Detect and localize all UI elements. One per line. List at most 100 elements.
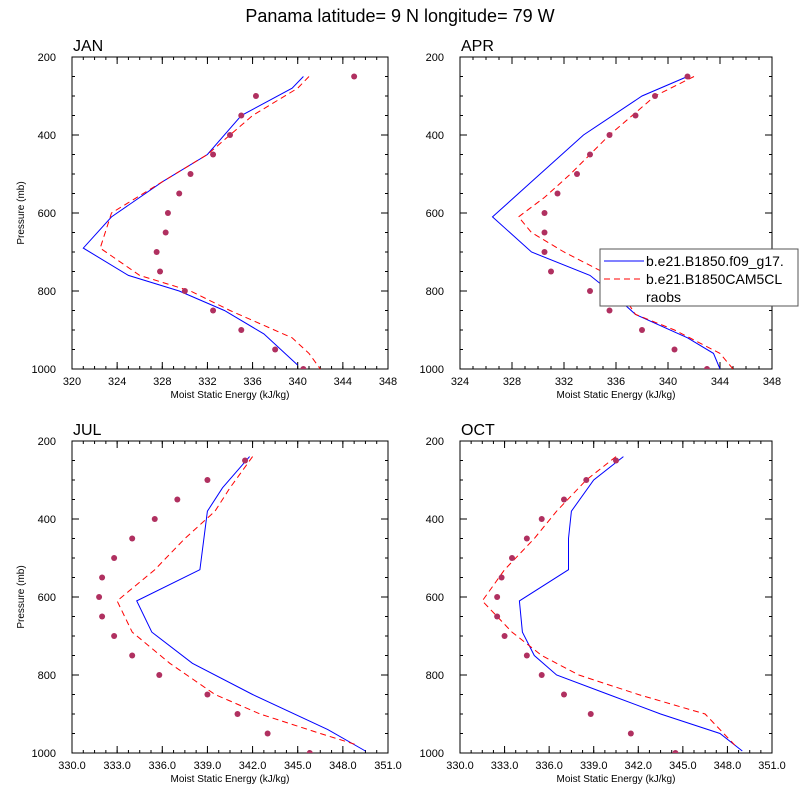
panel-jul-ytick-label: 400	[38, 514, 56, 526]
panel-jul-xtick-label: 345.0	[284, 760, 312, 772]
panel-jul-xtick-label: 351.0	[374, 760, 402, 772]
panel-apr-xtick-label: 328	[503, 376, 521, 388]
panel-apr-model1-line	[491, 76, 721, 369]
panel-jul-raobs-point	[242, 457, 249, 464]
panel-apr-xtick-label: 344	[711, 376, 729, 388]
panel-apr-raobs-point	[684, 73, 691, 80]
panel-jan-xtick-label: 340	[289, 376, 307, 388]
panel-jan-title: JAN	[73, 38, 103, 55]
panel-jul-raobs-point	[129, 535, 136, 542]
panel-jul-ytick-label: 800	[38, 670, 56, 682]
panel-oct-raobs-point	[561, 496, 567, 503]
panel-jul-raobs-point	[129, 652, 136, 659]
panel-jan-ytick-label: 1000	[32, 364, 56, 376]
panel-oct-raobs-point	[494, 613, 501, 620]
panel-oct-raobs-point	[587, 711, 594, 717]
panel-jul-raobs-point	[204, 477, 211, 483]
panel-apr-raobs-point	[574, 171, 580, 177]
panel-apr-xtick-label: 340	[659, 376, 677, 388]
panel-oct-raobs-point	[583, 477, 590, 483]
panel-apr-ytick-label: 600	[426, 208, 444, 220]
panel-jan-raobs-point	[157, 268, 164, 275]
panel-oct: OCT 330.0 333.0 336.0 339.0 342.0 345.0 348.0 35…	[420, 422, 786, 785]
legend: b.e21.B1850.f09_g17. b.e21.B1850CAM5CL rao…	[599, 248, 799, 307]
panel-jul-raobs-point	[151, 516, 158, 522]
panel-jan-raobs-point	[210, 151, 217, 158]
panel-apr-raobs-point	[587, 151, 593, 158]
panel-jul-ylabel: Pressure (mb)	[16, 565, 27, 628]
panel-jan-raobs-point	[187, 171, 194, 177]
panel-oct-xtick-label: 330.0	[446, 760, 474, 772]
panel-oct-ytick-label: 600	[426, 592, 444, 604]
panel-apr-raobs-point	[606, 307, 613, 314]
figure-title: Panama latitude= 9 N longitude= 79 W	[245, 6, 554, 26]
panel-jan-xtick-label: 328	[153, 376, 171, 388]
legend-label: raobs	[646, 289, 681, 305]
panel-jan-raobs-point	[227, 132, 233, 138]
panel-jul-raobs-point	[306, 750, 313, 753]
panel-oct-ytick-label: 400	[426, 514, 444, 526]
panel-jul-ytick-label: 1000	[32, 748, 56, 760]
panel-oct-raobs-point	[627, 730, 634, 737]
panel-jan-xtick-label: 320	[63, 376, 81, 388]
panel-jul-xlabel: Moist Static Energy (kJ/kg)	[171, 774, 290, 785]
panel-apr: APR 324 328 332 336 340 344 348 200 400 600 800 1000…	[420, 38, 782, 401]
panel-jul-raobs-point	[156, 672, 163, 678]
panel-oct-raobs-point	[538, 516, 545, 522]
panel-jan-xtick-label: 332	[198, 376, 216, 388]
panel-oct-xlabel: Moist Static Energy (kJ/kg)	[557, 774, 676, 785]
panel-apr-xtick-label: 348	[763, 376, 781, 388]
panel-jan-xtick-label: 336	[243, 376, 261, 388]
panels-group: JAN 320 324 328 332 336 340 344 348 200 400 600 800 1…	[16, 38, 786, 785]
panel-jan-xlabel: Moist Static Energy (kJ/kg)	[171, 390, 290, 401]
panel-oct-data	[481, 456, 743, 753]
panel-apr-raobs-point	[587, 288, 593, 294]
panel-oct-raobs-point	[501, 633, 508, 639]
panel-oct-raobs-point	[523, 535, 530, 542]
panel-jul-raobs-point	[96, 594, 103, 600]
panel-oct-raobs-point	[498, 574, 505, 581]
panel-apr-raobs-point	[639, 327, 645, 333]
panel-jul-raobs-point	[234, 711, 241, 717]
panel-oct-model1-line	[518, 456, 743, 752]
panel-jan-raobs-point	[252, 93, 259, 99]
panel-jan-model2-line	[99, 76, 321, 369]
panel-apr-raobs-point	[541, 249, 548, 255]
panel-jul-raobs-point	[111, 555, 118, 561]
panel-jul-ytick-label: 600	[38, 592, 56, 604]
panel-jan-raobs-point	[300, 366, 307, 369]
panel-oct-raobs-point	[613, 457, 619, 464]
panel-apr-data	[491, 73, 734, 369]
panel-jan-raobs-point	[162, 229, 169, 236]
panel-oct-xtick-label: 348.0	[714, 760, 742, 772]
panel-oct-xtick-label: 351.0	[758, 760, 786, 772]
panel-jul-xtick-label: 333.0	[103, 760, 131, 772]
panel-jan-ylabel: Pressure (mb)	[16, 181, 27, 244]
panel-jan-raobs-point	[176, 190, 183, 197]
panel-apr-raobs-point	[541, 210, 548, 216]
panel-oct-frame	[459, 440, 773, 754]
panel-jul-data	[96, 456, 366, 753]
panel-oct-raobs-point	[538, 672, 545, 678]
panel-oct-ytick-label: 800	[426, 670, 444, 682]
legend-box	[599, 248, 799, 307]
panel-jan-raobs-point	[181, 288, 188, 294]
panel-jul-model1-line	[136, 456, 366, 752]
panel-jan-ytick-label: 600	[38, 208, 56, 220]
panel-jul-raobs-point	[204, 691, 211, 698]
panel-apr-raobs-point	[541, 229, 548, 236]
panel-jul-raobs-point	[111, 633, 118, 639]
panel-jul-ytick-label: 200	[38, 436, 56, 448]
panel-jul-xtick-label: 336.0	[149, 760, 177, 772]
legend-label: b.e21.B1850.f09_g17.	[646, 253, 784, 269]
panel-jan-xtick-label: 348	[379, 376, 397, 388]
panel-apr-raobs-point	[548, 268, 554, 275]
panel-jan-ytick-label: 800	[38, 286, 56, 298]
panel-jul-frame	[71, 440, 389, 754]
panel-jul-title: JUL	[73, 422, 102, 439]
panel-apr-xtick-label: 336	[607, 376, 625, 388]
panel-oct-ytick-label: 1000	[420, 748, 444, 760]
panel-jan-raobs-point	[210, 307, 217, 314]
panel-apr-xlabel: Moist Static Energy (kJ/kg)	[557, 390, 676, 401]
